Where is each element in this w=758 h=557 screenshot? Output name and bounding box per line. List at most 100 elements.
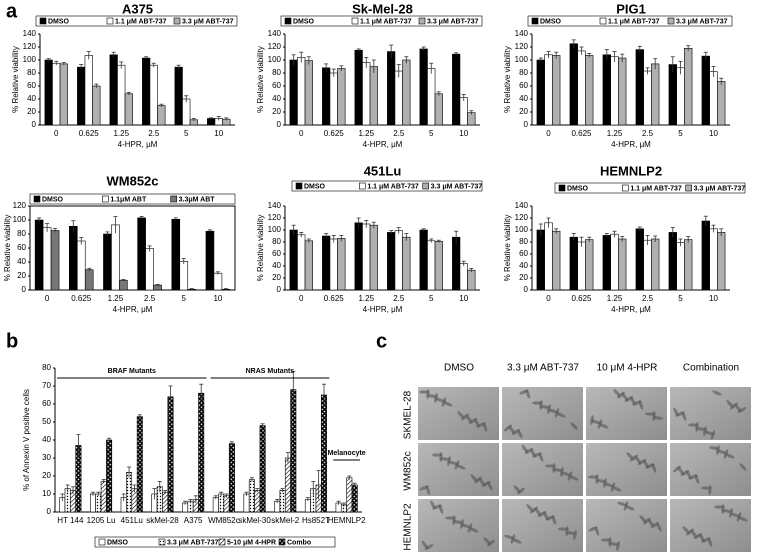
bar [77, 66, 86, 126]
error-bar [280, 488, 285, 493]
error-bar [653, 58, 658, 70]
y-tick-label: 140 [515, 201, 529, 210]
y-tick-label: 60 [519, 249, 528, 258]
x-tick-label: 1.25 [108, 294, 124, 303]
bar [610, 56, 619, 126]
row-label: HEMNLP2 [403, 503, 414, 551]
bar [362, 62, 371, 126]
cell [596, 479, 606, 483]
x-tick-label: 1.25 [113, 129, 129, 138]
y-tick-label: 20 [272, 273, 281, 282]
error-bar [199, 383, 204, 403]
cell [625, 505, 635, 511]
error-bar [469, 110, 474, 115]
y-tick-label: 100 [268, 225, 282, 234]
y-tick-label: 140 [515, 29, 529, 38]
x-axis-label: 4-HPR, μM [118, 140, 158, 149]
cell [435, 397, 445, 403]
bar [90, 493, 96, 513]
cell [609, 542, 619, 546]
legend-swatch [599, 17, 607, 25]
bar [387, 51, 396, 126]
x-tick-label: 10 [213, 294, 222, 303]
y-tick-label: 0 [47, 507, 52, 516]
error-bar [111, 51, 116, 58]
error-bar [53, 227, 58, 233]
legend-label: 3.3μM ABT [179, 196, 216, 203]
chart-title: HEMNLP2 [600, 163, 662, 178]
cell [561, 471, 571, 477]
cell [445, 516, 455, 520]
error-bar [546, 51, 551, 59]
error-bar [209, 117, 214, 120]
bar [577, 50, 586, 126]
y-tick-label: 120 [268, 213, 282, 222]
x-tick-label: 1205 Lu [87, 516, 116, 525]
error-bar [60, 493, 65, 502]
bar [109, 54, 118, 126]
cell [448, 460, 458, 466]
legend-box [554, 182, 746, 194]
y-tick-label: 40 [17, 257, 26, 266]
x-tick-label: HT 144 [57, 516, 84, 525]
error-bar [429, 62, 434, 74]
y-tick-label: 120 [23, 42, 37, 51]
bar [459, 263, 468, 291]
cell [487, 481, 493, 491]
error-bar [719, 228, 724, 236]
x-tick-label: 0 [546, 294, 551, 303]
legend-box [291, 180, 483, 192]
error-bar [65, 484, 70, 493]
y-tick-label: 60 [42, 399, 51, 408]
legend-label: 5-10 μM 4-HPR [227, 539, 276, 546]
error-bar [587, 53, 592, 58]
cell [717, 449, 727, 455]
error-bar [678, 238, 683, 247]
x-axis-label: 4-HPR, μM [611, 305, 651, 314]
bar [369, 224, 378, 291]
y-tick-label: 120 [515, 213, 529, 222]
error-bar [461, 94, 466, 101]
x-tick-label: WM852c [208, 516, 240, 525]
error-bar [213, 495, 218, 500]
bar [304, 240, 313, 291]
y-tick-label: 20 [519, 107, 528, 116]
bar [322, 67, 331, 126]
cell [710, 430, 716, 440]
legend-label: 1.1μM ABT [110, 196, 147, 203]
bar [610, 233, 619, 291]
x-tick-label: 0.625 [79, 129, 100, 138]
micrograph-image [418, 499, 499, 552]
x-tick-label: skMel-30 [238, 516, 271, 525]
x-tick-label: skMel-28 [146, 516, 179, 525]
legend-swatch [33, 195, 41, 203]
legend-box [35, 15, 238, 27]
x-tick-label: 5 [429, 294, 434, 303]
error-bar [193, 495, 198, 503]
error-bar [571, 233, 576, 241]
bar [643, 70, 652, 126]
legend-box [94, 536, 336, 548]
bar [709, 228, 718, 291]
bar [354, 222, 363, 291]
bar [602, 235, 611, 291]
error-bar [249, 477, 254, 482]
error-bar [207, 229, 212, 233]
legend-swatch [531, 17, 539, 25]
error-bar [71, 486, 76, 494]
y-tick-label: 80 [519, 68, 528, 77]
error-bar [306, 238, 311, 243]
x-tick-label: 5 [184, 129, 189, 138]
legend-swatch [351, 17, 359, 25]
x-tick-label: HEMNLP2 [328, 516, 366, 525]
cell [538, 452, 544, 462]
bar [577, 241, 586, 291]
cell [516, 487, 526, 495]
error-bar [612, 230, 617, 238]
error-bar [538, 57, 543, 62]
error-bar [421, 46, 426, 51]
x-axis-label: 4-HPR, μM [113, 305, 153, 314]
error-bar [79, 237, 84, 245]
error-bar [159, 103, 164, 107]
x-tick-label: 0.625 [324, 129, 345, 138]
